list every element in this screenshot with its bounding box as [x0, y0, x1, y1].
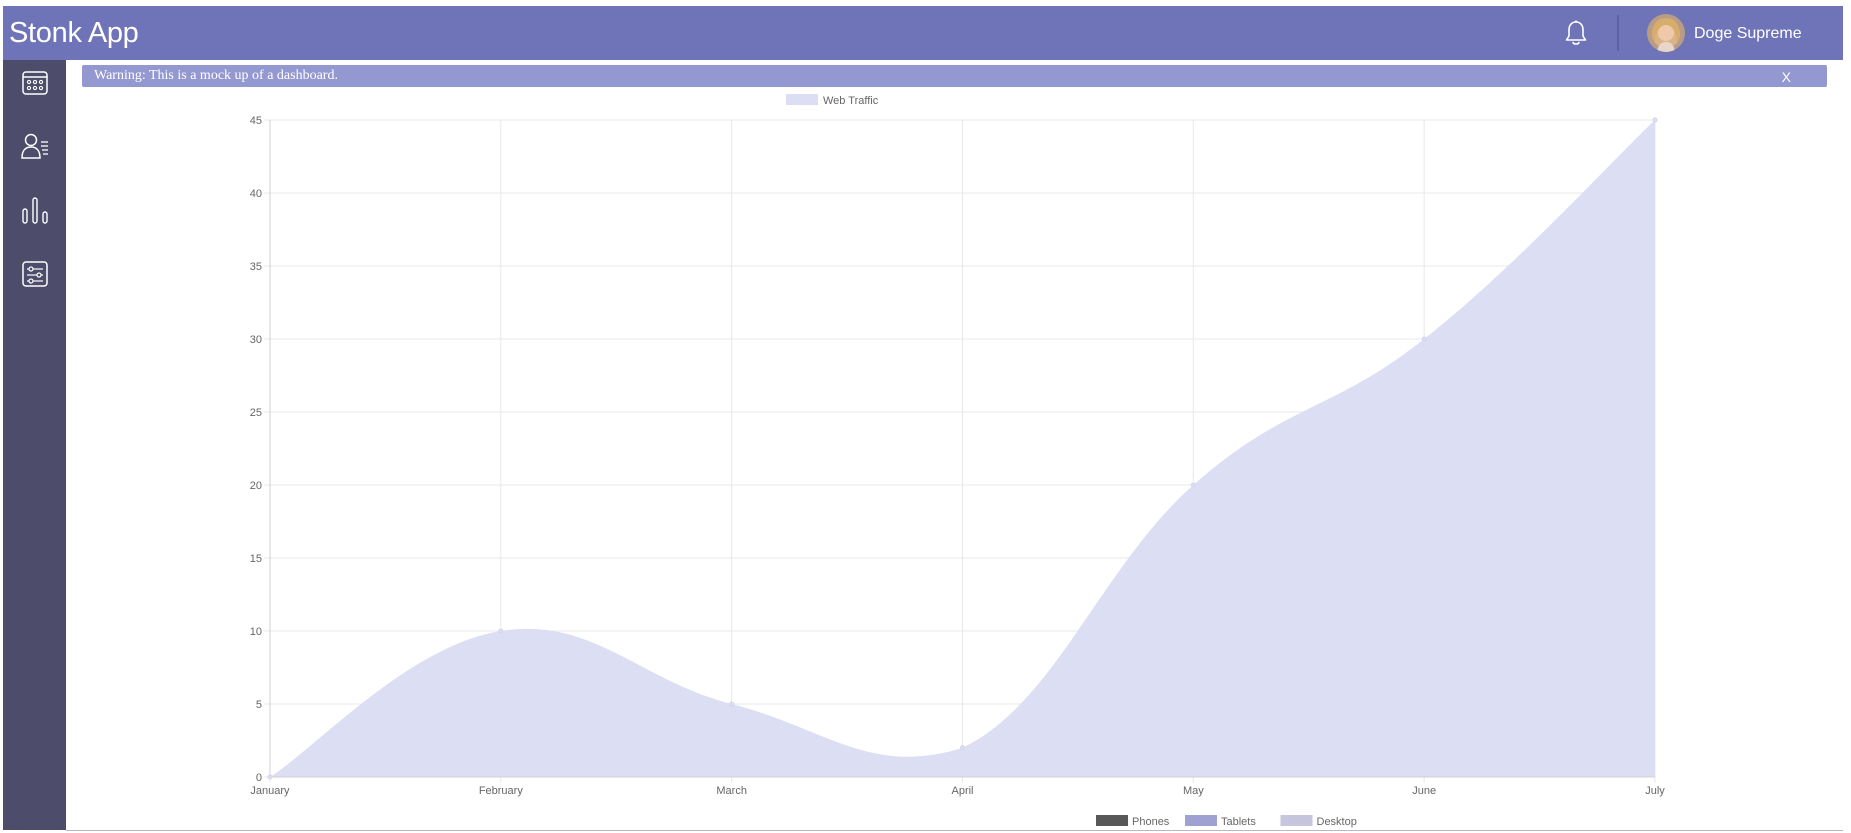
x-tick-label: July: [1645, 785, 1665, 797]
y-tick-label: 25: [250, 407, 262, 419]
window-left-edge: [0, 6, 3, 833]
y-tick-label: 10: [250, 626, 262, 638]
alert-message: Warning: This is a mock up of a dashboar…: [94, 68, 338, 83]
y-tick-label: 30: [250, 334, 262, 346]
y-tick-label: 20: [250, 480, 262, 492]
x-tick-label: April: [951, 785, 973, 797]
legend-swatch-phones: [1096, 815, 1128, 826]
calendar-icon[interactable]: [19, 66, 51, 98]
bell-icon[interactable]: [1561, 18, 1591, 48]
user-name[interactable]: Doge Supreme: [1694, 25, 1802, 42]
data-point: [1421, 336, 1427, 342]
settings-sliders-icon[interactable]: [19, 258, 51, 290]
x-tick-label: March: [716, 785, 747, 797]
y-tick-label: 40: [250, 188, 262, 200]
data-point: [1190, 482, 1196, 488]
legend-swatch-web-traffic: [786, 94, 818, 105]
legend-label-tablets: Tablets: [1221, 816, 1256, 828]
data-point: [267, 774, 273, 780]
data-point: [729, 701, 735, 707]
series-area-web-traffic: [270, 120, 1655, 777]
user-list-icon[interactable]: [19, 130, 51, 162]
x-tick-label: February: [479, 785, 524, 797]
data-point: [1652, 117, 1658, 123]
y-tick-label: 35: [250, 261, 262, 273]
y-tick-label: 45: [250, 115, 262, 127]
user-avatar[interactable]: [1647, 14, 1685, 52]
window-top-edge: [0, 0, 1851, 6]
legend-swatch-desktop: [1280, 815, 1313, 826]
bar-chart-icon[interactable]: [19, 194, 51, 226]
warning-alert: Warning: This is a mock up of a dashboar…: [82, 65, 1827, 87]
y-tick-label: 5: [256, 699, 262, 711]
data-point: [498, 628, 504, 634]
legend-label-phones: Phones: [1132, 816, 1170, 828]
x-tick-label: June: [1412, 785, 1436, 797]
app-title: Stonk App: [9, 17, 139, 49]
y-tick-label: 0: [256, 772, 262, 784]
sidebar-nav: [3, 60, 66, 830]
chart-canvas: 0 5 10 15 20 25 30 35 40 45 January February March Ap…: [250, 94, 1665, 828]
top-header: Stonk App Doge Supreme: [3, 6, 1843, 60]
x-tick-label: May: [1183, 785, 1204, 797]
legend-swatch-tablets: [1185, 815, 1217, 826]
web-traffic-chart: 0 5 10 15 20 25 30 35 40 45 January February March Ap…: [66, 90, 1843, 830]
header-divider: [1617, 15, 1619, 51]
page-bottom-border: [66, 830, 1843, 831]
legend-label-web-traffic: Web Traffic: [823, 95, 879, 107]
alert-close-button[interactable]: X: [1781, 69, 1791, 85]
data-point: [960, 745, 965, 751]
legend-label-desktop: Desktop: [1317, 816, 1357, 828]
y-tick-label: 15: [250, 553, 262, 565]
x-tick-label: January: [250, 785, 290, 797]
